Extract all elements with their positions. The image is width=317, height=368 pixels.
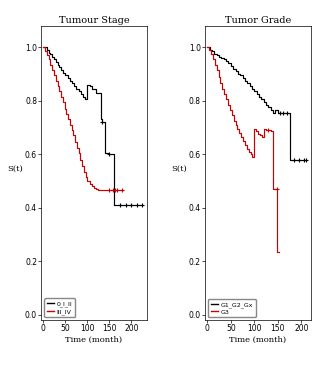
X-axis label: Time (month): Time (month): [229, 336, 286, 344]
X-axis label: Time (month): Time (month): [66, 336, 123, 344]
Y-axis label: S(t): S(t): [171, 165, 187, 173]
Legend: 0_I_II, III_IV: 0_I_II, III_IV: [44, 298, 75, 317]
Legend: G1_G2_Gx, G3: G1_G2_Gx, G3: [208, 299, 256, 317]
Y-axis label: S(t): S(t): [7, 165, 23, 173]
Title: Tumor Grade: Tumor Grade: [225, 16, 291, 25]
Title: Tumour Stage: Tumour Stage: [59, 16, 129, 25]
